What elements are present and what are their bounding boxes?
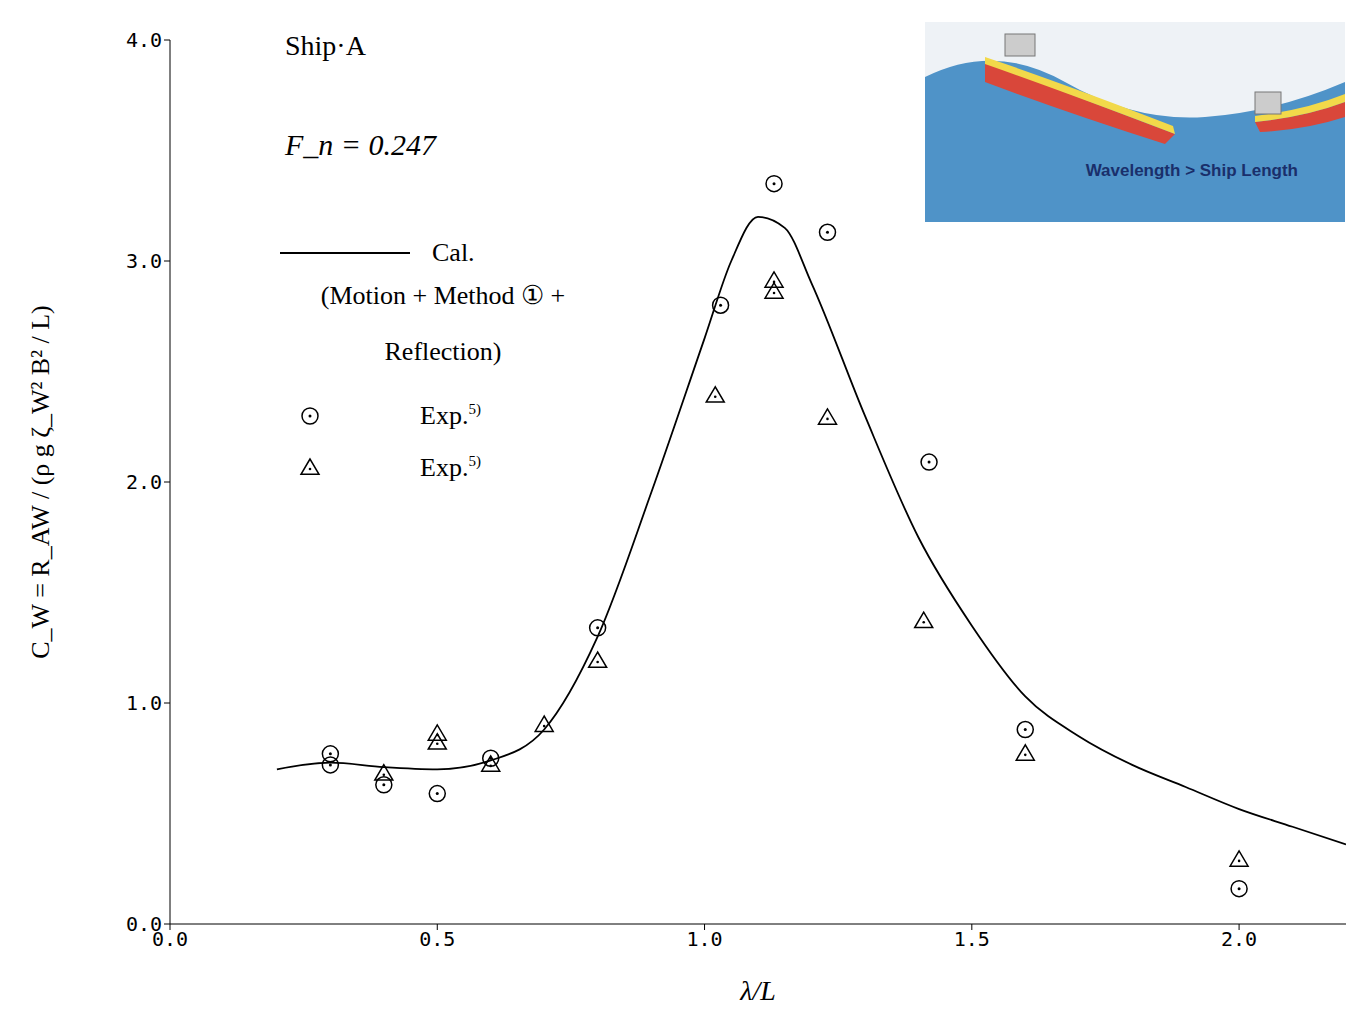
svg-text:1.0: 1.0 [126,691,162,715]
html-text:Wavelength > Ship Length: Wavelength > Ship Length [1085,161,1298,180]
svg-text:4.0: 4.0 [126,28,162,52]
svg-text:3.0: 3.0 [126,249,162,273]
html-text:(Motion + Method ① + Reflectio: (Motion + Method ① + Reflection) [320,281,566,366]
svg-text:0.0: 0.0 [151,927,189,952]
html-text:Exp.5): Exp.5) [420,401,481,430]
svg-text:2.0: 2.0 [1221,927,1257,951]
svg-text:0.5: 0.5 [419,927,455,951]
svg-text:λ/L: λ/L [739,975,775,1006]
html-text:Exp.5): Exp.5) [420,453,481,482]
svg-text:0.0: 0.0 [126,912,162,936]
svg-text:C_W = R_AW / (ρ g ζ_W² B² / L): C_W = R_AW / (ρ g ζ_W² B² / L) [26,305,55,659]
html-text:Ship·A: Ship·A [285,30,366,61]
svg-text:1.5: 1.5 [954,927,990,951]
svg-text:1.0: 1.0 [686,927,722,951]
html-text:F_n = 0.247: F_n = 0.247 [285,128,437,161]
svg-text:2.0: 2.0 [126,470,162,494]
html-text:Cal.: Cal. [432,238,475,267]
